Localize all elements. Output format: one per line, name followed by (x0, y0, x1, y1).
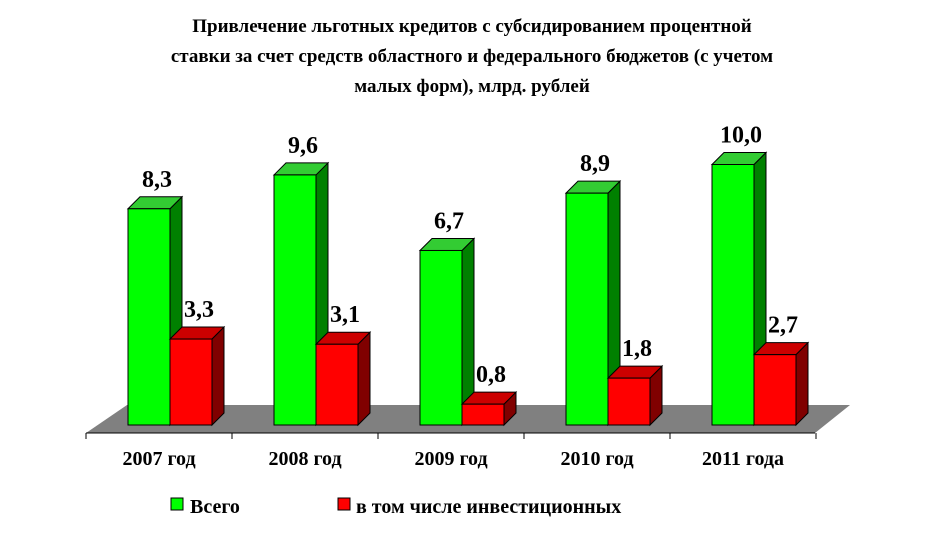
bar-front (565, 192, 609, 426)
data-label: 9,6 (288, 133, 318, 159)
bar-front (169, 338, 213, 426)
data-label: 8,3 (142, 167, 172, 193)
chart-title: Привлечение льготных кредитов с субсидир… (171, 16, 773, 97)
data-label: 10,0 (720, 123, 762, 149)
data-label: 2,7 (768, 313, 798, 339)
bar (168, 325, 226, 427)
bar-front (753, 354, 797, 426)
data-label: 1,8 (622, 336, 652, 362)
legend-label-investment: в том числе инвестиционных (356, 496, 621, 518)
x-tick-label: 2011 года (702, 448, 784, 470)
bar-front (419, 249, 463, 426)
legend-swatch-investment (337, 497, 351, 511)
bar-front (273, 174, 317, 426)
chart-title-line-3: малых форм), млрд. рублей (354, 76, 590, 97)
data-label: 8,9 (580, 151, 610, 177)
bar (606, 364, 664, 427)
bar (710, 151, 768, 427)
bar (418, 237, 476, 427)
data-labels: 8,3 3,3 9,6 3,1 6,7 0,8 8,9 1,8 10,0 2,7 (142, 123, 798, 389)
x-tick-label: 2008 год (268, 448, 341, 470)
bar (752, 341, 810, 427)
x-tick-label: 2009 год (414, 448, 487, 470)
data-label: 0,8 (476, 362, 506, 388)
x-tick-label: 2010 год (560, 448, 633, 470)
bar (564, 179, 622, 427)
legend-label-total: Всего (190, 496, 240, 518)
data-label: 3,1 (330, 302, 360, 328)
bar (460, 390, 518, 427)
chart-title-line-2: ставки за счет средств областного и феде… (171, 46, 773, 67)
bar (314, 331, 372, 427)
x-tick-label: 2007 год (122, 448, 195, 470)
bar-front (127, 208, 171, 426)
bar-front (607, 377, 651, 426)
bar-front (315, 343, 359, 426)
x-axis: 2007 год 2008 год 2009 год 2010 год 2011 год… (85, 432, 817, 470)
bar-front (711, 164, 755, 426)
legend: Всего в том числе инвестиционных (170, 496, 621, 518)
bar-front (461, 403, 505, 426)
bar (272, 161, 330, 427)
plot-area (126, 151, 810, 427)
data-label: 3,3 (184, 297, 214, 323)
bar-side (211, 325, 225, 427)
legend-swatch-total (170, 497, 184, 511)
bar-side (357, 331, 371, 427)
data-label: 6,7 (434, 208, 464, 234)
chart-title-line-1: Привлечение льготных кредитов с субсидир… (192, 16, 752, 37)
bar-side (795, 341, 809, 427)
